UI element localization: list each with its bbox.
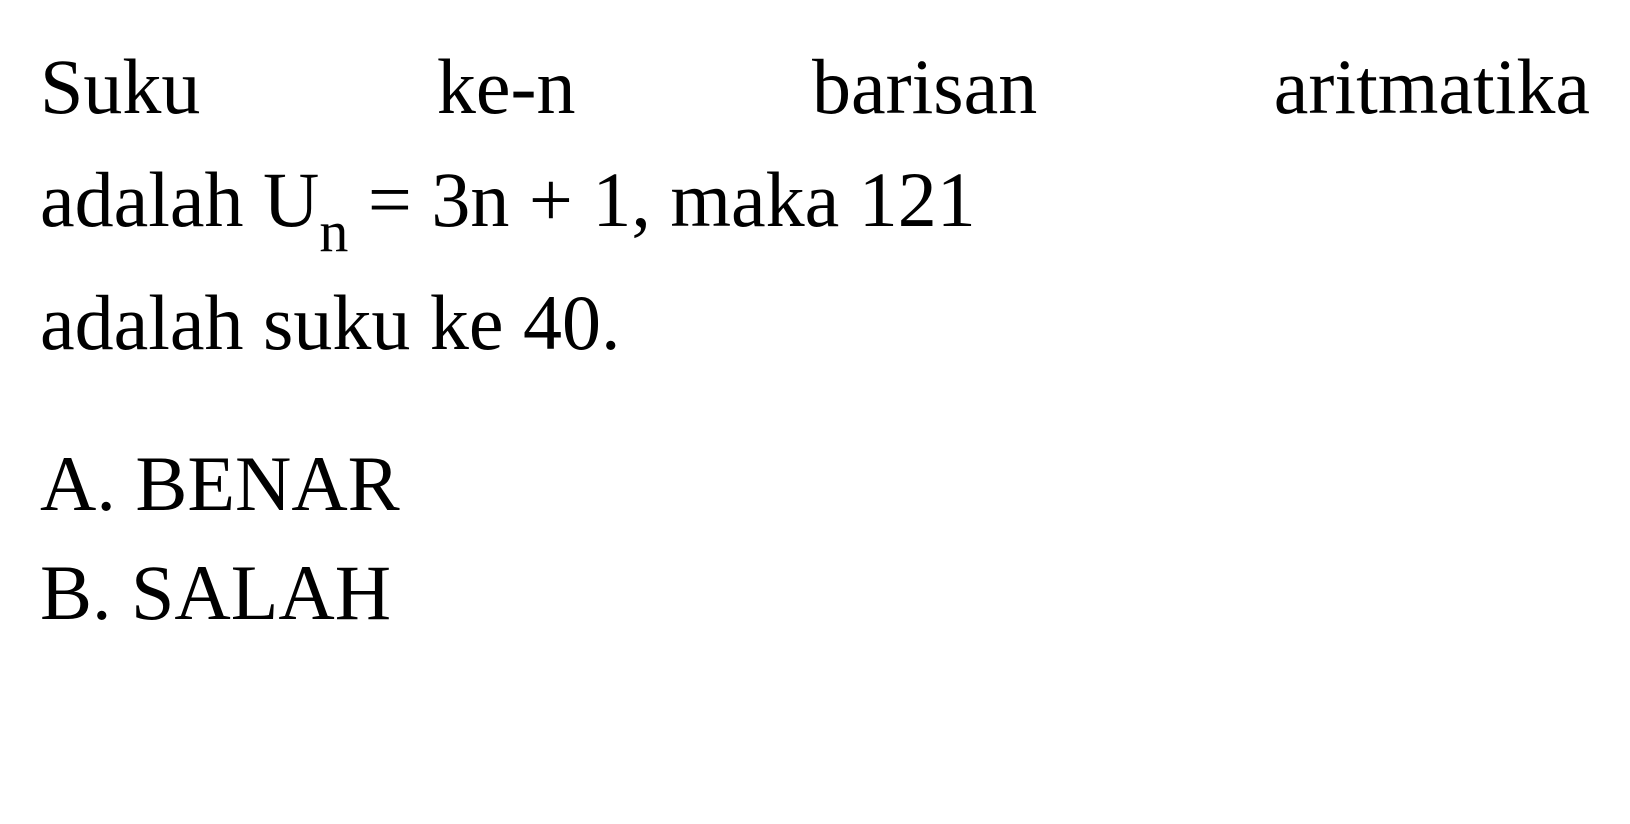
option-a: A. BENAR	[40, 429, 1590, 538]
subscript: n	[319, 199, 348, 264]
question-text: Suku ke-n barisan aritmatika adalah Un =…	[40, 30, 1590, 379]
question-line-3: adalah suku ke 40.	[40, 266, 1590, 379]
text-part: adalah U	[40, 156, 319, 243]
word: Suku	[40, 30, 200, 143]
question-line-2: adalah Un = 3n + 1, maka 121	[40, 143, 1590, 266]
question-line-1: Suku ke-n barisan aritmatika	[40, 30, 1590, 143]
option-b: B. SALAH	[40, 538, 1590, 647]
word: ke-n	[437, 30, 576, 143]
word: aritmatika	[1274, 30, 1590, 143]
text-part: = 3n + 1, maka 121	[348, 156, 975, 243]
word: barisan	[812, 30, 1037, 143]
options-list: A. BENAR B. SALAH	[40, 429, 1590, 647]
